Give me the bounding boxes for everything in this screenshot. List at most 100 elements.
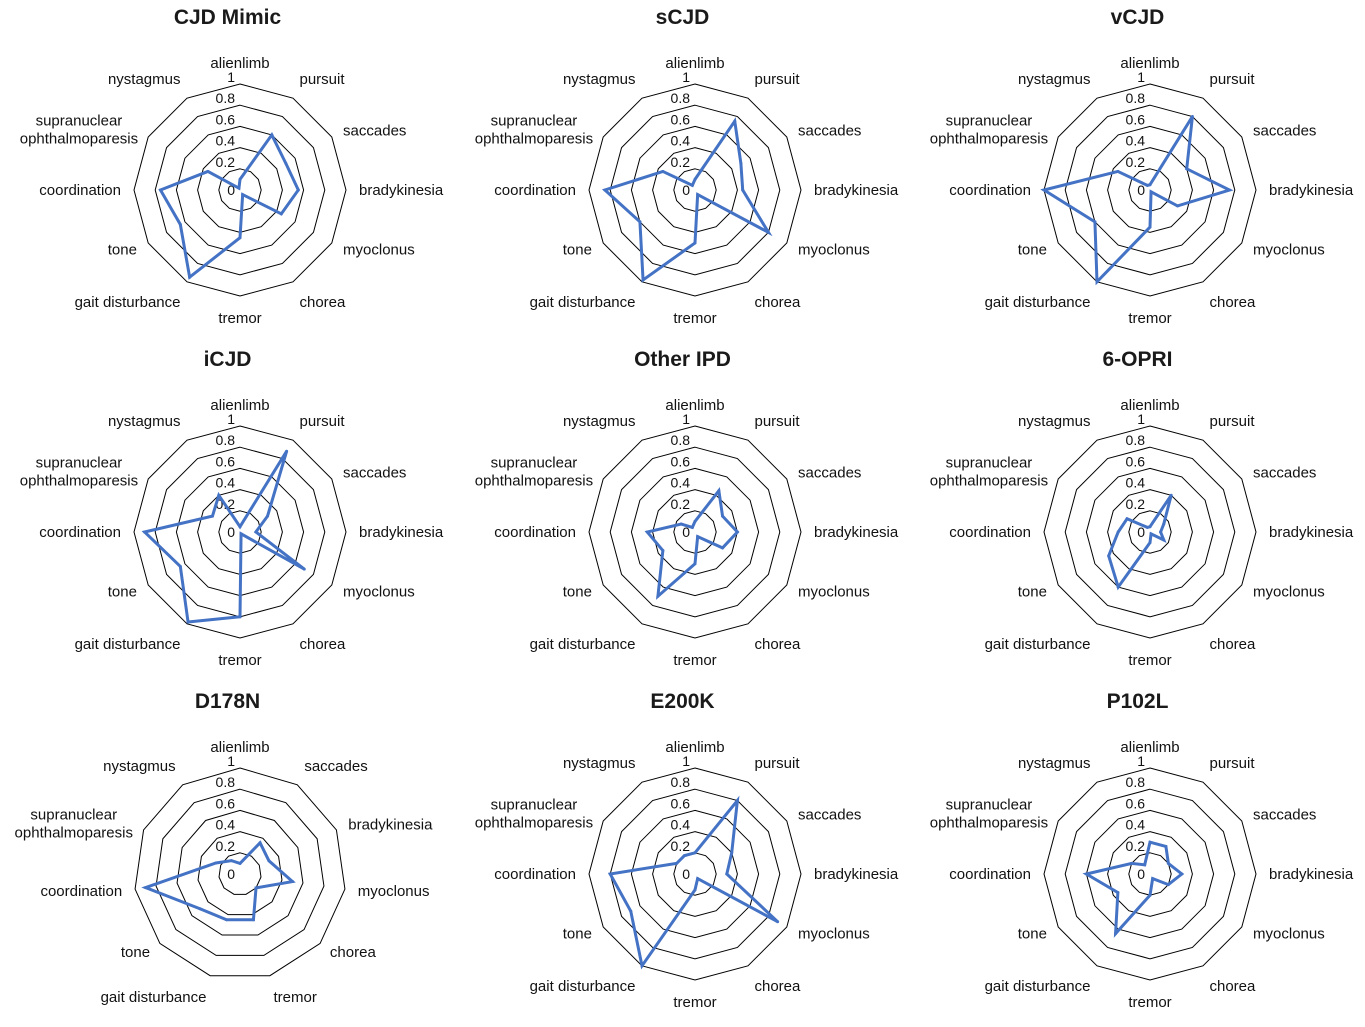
axis-label: bradykinesia — [814, 182, 899, 199]
data-point — [1095, 280, 1099, 284]
axis-label: coordination — [494, 182, 576, 199]
axis-label: alienlimb — [210, 397, 269, 414]
axis-label: tremor — [218, 652, 261, 669]
tick-label: 0.6 — [671, 795, 691, 811]
tick-label: 0.6 — [1126, 111, 1146, 127]
data-point — [279, 212, 283, 216]
tick-label: 1 — [1137, 69, 1145, 85]
tick-label: 0.4 — [216, 475, 236, 491]
grid-ring — [673, 510, 717, 554]
axis-label: gait disturbance — [101, 989, 207, 1006]
axis-label: myoclonus — [1253, 584, 1325, 601]
tick-label: 0 — [227, 524, 235, 540]
data-point — [739, 162, 743, 165]
axis-label: chorea — [300, 294, 347, 311]
data-point — [1151, 877, 1155, 881]
data-point — [1159, 530, 1163, 534]
data-point — [1180, 872, 1184, 876]
tick-label: 1 — [227, 69, 235, 85]
tick-label: 0.2 — [671, 838, 691, 854]
axis-label: nystagmus — [563, 755, 636, 772]
data-point — [640, 964, 644, 968]
tick-label: 0.8 — [1126, 774, 1146, 790]
axis-label: gait disturbance — [985, 636, 1091, 653]
axis-label: chorea — [330, 944, 377, 961]
radar-panel-other-ipd: Other IPD 0 0.2 0.4 0.6 0.8 1 alienlimb pursuit s… — [455, 342, 910, 684]
chart-title: P102L — [1106, 690, 1169, 713]
axis-label: tone — [121, 944, 150, 961]
radar-plot: 00.20.40.60.81alienlimbpursuitsaccadesbr… — [930, 397, 1354, 669]
grid-ring — [218, 852, 262, 895]
data-point — [735, 530, 739, 534]
data-point — [675, 861, 679, 865]
axis-label: bradykinesia — [1269, 182, 1354, 199]
grid-ring — [630, 467, 760, 597]
data-point — [696, 193, 700, 197]
axis-label: chorea — [755, 294, 802, 311]
axis-label: saccades — [1253, 465, 1316, 482]
axis-label: gait disturbance — [530, 636, 636, 653]
tick-label: 0.8 — [671, 432, 691, 448]
grid-ring — [176, 809, 304, 936]
tick-label: 0 — [682, 866, 690, 882]
grid-ring — [1085, 809, 1215, 939]
tick-label: 0.8 — [216, 432, 236, 448]
axis-label: coordination — [949, 182, 1031, 199]
axis-label: pursuit — [1210, 71, 1256, 88]
axis-label: tremor — [1128, 652, 1171, 669]
axis-label: gait disturbance — [985, 978, 1091, 995]
axis-label: tone — [1018, 584, 1047, 601]
axis-label: alienlimb — [665, 739, 724, 756]
axis-label: pursuit — [1210, 755, 1256, 772]
axis-label: saccades — [1253, 807, 1316, 824]
radar-panel-e200k: E200K 0 0.2 0.4 0.6 0.8 1 alienlimb pursuit sacca… — [455, 684, 910, 1026]
axis-label: alienlimb — [665, 55, 724, 72]
data-point — [741, 188, 745, 192]
data-point — [144, 886, 148, 890]
data-point — [690, 183, 694, 187]
axis-label: chorea — [1210, 978, 1257, 995]
axis-label: nystagmus — [108, 71, 181, 88]
axis-label: alienlimb — [210, 55, 269, 72]
chart-title: CJD Mimic — [173, 6, 282, 29]
data-point — [661, 169, 665, 173]
axis-label: bradykinesia — [359, 182, 444, 199]
data-point — [1148, 225, 1152, 229]
grid-ring — [652, 489, 738, 575]
data-point — [1145, 183, 1149, 187]
tick-label: 0.8 — [671, 774, 691, 790]
radar-plot: 00.20.40.60.81alienlimbpursuitsaccadesbr… — [475, 397, 899, 669]
tick-label: 0.6 — [1126, 795, 1146, 811]
data-point — [693, 241, 697, 245]
data-point — [302, 567, 306, 571]
chart-title: vCJD — [1110, 6, 1165, 29]
data-point — [776, 920, 780, 924]
tick-label: 0.4 — [671, 133, 691, 149]
grid-ring — [630, 809, 760, 939]
axis-label: coordination — [494, 866, 576, 883]
data-point — [1114, 932, 1118, 936]
data-point — [1149, 532, 1153, 536]
data-point — [258, 841, 262, 845]
series-line — [607, 795, 779, 970]
radar-plot: 00.20.40.60.81alienlimbpursuitsaccadesbr… — [475, 739, 899, 1011]
data-point — [1107, 554, 1111, 558]
tick-label: 0.6 — [1126, 453, 1146, 469]
data-point — [186, 620, 190, 624]
axis-label: saccades — [798, 465, 861, 482]
axis-label: bradykinesia — [1269, 866, 1354, 883]
axis-label: tone — [108, 242, 137, 259]
axis-label: tremor — [218, 310, 261, 327]
axis-label: tone — [108, 584, 137, 601]
radar-plot: 00.20.40.60.81alienlimbpursuitsaccadesbr… — [20, 397, 444, 669]
axis-label: coordination — [949, 866, 1031, 883]
tick-label: 0.6 — [671, 111, 691, 127]
axis-label: tremor — [673, 994, 716, 1011]
data-point — [238, 615, 242, 619]
data-point — [1162, 522, 1166, 526]
chart-title: D178N — [194, 690, 261, 713]
data-point — [645, 530, 649, 534]
axis-label: gait disturbance — [985, 294, 1091, 311]
data-point — [696, 877, 700, 881]
